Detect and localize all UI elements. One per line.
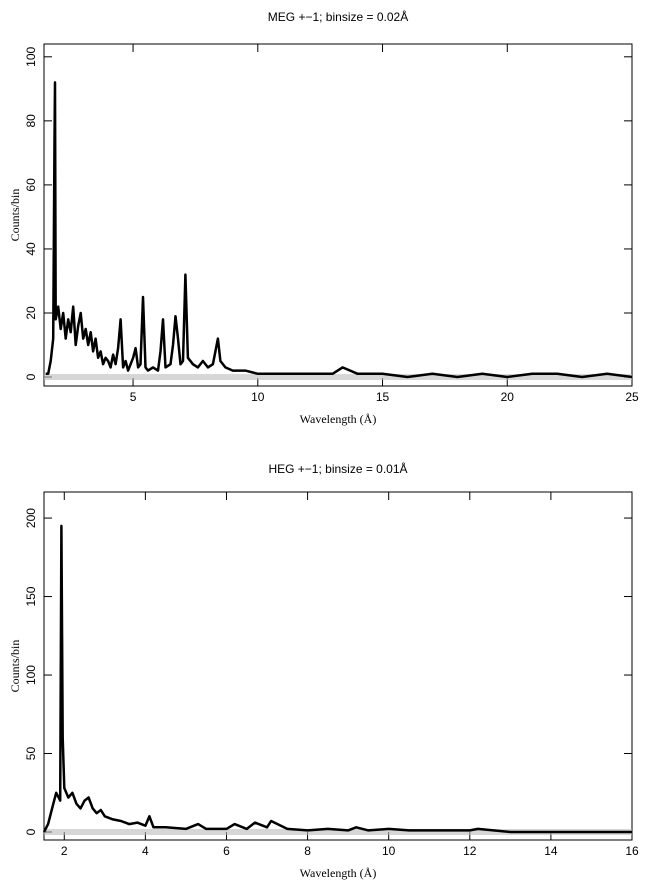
x-tick-label: 5 [130,390,137,404]
y-axis-label: Counts/bin [8,640,22,693]
chart-title: MEG +−1; binsize = 0.02Å [268,9,408,24]
plot-frame [43,43,633,387]
x-tick-label: 10 [251,390,265,404]
x-tick-label: 2 [61,844,68,858]
y-tick-label: 0 [24,828,38,835]
x-tick-label: 25 [625,390,639,404]
x-tick-label: 4 [142,844,149,858]
spectrum-line [42,524,632,834]
y-axis-label: Counts/bin [8,189,22,242]
x-tick-label: 8 [304,844,311,858]
y-tick-label: 100 [24,665,38,685]
y-tick-label: 80 [24,114,38,128]
x-tick-label: 15 [376,390,390,404]
y-tick-label: 40 [24,242,38,256]
spectrum-line [45,81,633,379]
x-tick-label: 12 [463,844,477,858]
error-band [44,374,632,381]
x-tick-label: 14 [544,844,558,858]
y-tick-label: 100 [24,46,38,66]
x-axis-label: Wavelength (Å) [300,412,377,426]
x-tick-label: 16 [625,844,639,858]
y-tick-label: 0 [24,373,38,380]
x-tick-label: 6 [223,844,230,858]
chart-title: HEG +−1; binsize = 0.01Å [268,461,407,476]
x-tick-label: 10 [382,844,396,858]
x-tick-label: 20 [501,390,515,404]
plot-frame [43,491,633,841]
y-tick-label: 50 [24,747,38,761]
y-tick-label: 200 [24,508,38,528]
error-band [44,828,632,835]
y-tick-label: 20 [24,306,38,320]
y-tick-label: 150 [24,586,38,606]
y-tick-label: 60 [24,178,38,192]
x-axis-label: Wavelength (Å) [300,866,377,880]
